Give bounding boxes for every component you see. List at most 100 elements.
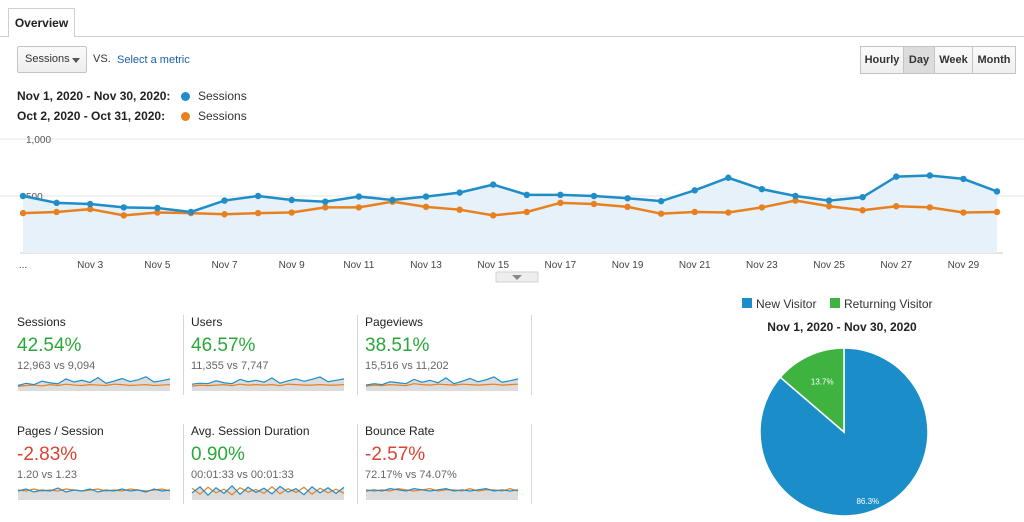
current-series-point (254, 192, 262, 200)
current-date-range: Nov 1, 2020 - Nov 30, 2020: (17, 89, 171, 103)
x-tick-label: ... (19, 260, 27, 271)
x-tick-label: Nov 25 (813, 260, 845, 271)
sparkline-area (192, 376, 344, 391)
current-series-point (322, 198, 329, 205)
kpi-change: -2.83% (17, 444, 78, 465)
kpi-tile[interactable]: Sessions 42.54% 12,963 vs 9,094 (17, 315, 95, 372)
x-tick-label: Nov 9 (279, 260, 306, 271)
previous-series-point (758, 204, 766, 211)
previous-series-point (422, 203, 430, 211)
x-tick-label: Nov 13 (410, 260, 442, 271)
sparkline-area (366, 488, 518, 500)
current-series-point (389, 196, 396, 204)
previous-series-point (53, 208, 60, 216)
current-series-point (926, 172, 934, 179)
sparkline-current (17, 487, 171, 493)
sparkline-current (191, 485, 345, 497)
previous-series-point (557, 199, 564, 207)
previous-series-point (456, 206, 463, 213)
previous-series-point (86, 205, 94, 213)
previous-series-point (221, 211, 228, 218)
kpi-tile[interactable]: Pageviews 38.51% 15,516 vs 11,202 (365, 315, 449, 372)
previous-series-label: Sessions (198, 109, 247, 123)
kpi-tile[interactable]: Avg. Session Duration 0.90% 00:01:33 vs 00… (191, 424, 310, 481)
previous-series-point (691, 208, 698, 216)
returning-visitor-swatch (830, 298, 840, 308)
sparkline-previous (191, 486, 345, 496)
kpi-sparkline (365, 376, 519, 391)
x-tick-label: Nov 27 (880, 260, 912, 271)
tab-overview[interactable]: Overview (8, 8, 75, 37)
kpi-tile[interactable]: Pages / Session -2.83% 1.20 vs 1.23 (17, 424, 104, 481)
sparkline-previous (191, 383, 345, 387)
current-series-point (624, 195, 631, 202)
x-tick-label: Nov 17 (545, 260, 577, 271)
previous-series-point (960, 209, 967, 216)
previous-series-point (355, 204, 363, 211)
kpi-tile[interactable]: Users 46.57% 11,355 vs 7,747 (191, 315, 268, 372)
current-series-point (53, 199, 60, 207)
pie-title: Nov 1, 2020 - Nov 30, 2020 (767, 320, 917, 334)
previous-series-point (825, 203, 833, 210)
current-series-point (792, 192, 799, 200)
kpi-separator (183, 315, 184, 395)
current-series-point (993, 188, 1001, 195)
sparkline-area (18, 376, 170, 391)
kpi-change: -2.57% (365, 444, 426, 465)
sparkline-previous (17, 488, 171, 492)
current-series-point (86, 200, 94, 208)
select-metric-link[interactable]: Select a metric (117, 54, 190, 66)
previous-series-point (490, 212, 497, 219)
sparkline-current (365, 376, 519, 386)
current-series-point (187, 208, 195, 216)
previous-series-point (288, 209, 295, 216)
sparkline-current (17, 376, 171, 387)
pie-slice-label: 13.7% (811, 378, 834, 387)
previous-series-point (254, 209, 262, 217)
x-tick-label: Nov 19 (612, 260, 644, 271)
kpi-tile[interactable]: Bounce Rate -2.57% 72.17% vs 74.07% (365, 424, 457, 481)
hourly-button[interactable]: Hourly (860, 46, 904, 74)
current-series-dot (181, 92, 190, 101)
current-series-point (725, 174, 732, 181)
kpi-sparkline (191, 485, 345, 500)
tab-bar-divider (0, 36, 1024, 37)
pie-slice-label: 86.3% (856, 497, 879, 506)
sparkline-previous (17, 383, 171, 387)
kpi-title: Pageviews (365, 315, 424, 329)
month-button[interactable]: Month (972, 46, 1016, 74)
metric-select[interactable]: Sessions (17, 46, 87, 73)
day-button[interactable]: Day (903, 46, 935, 74)
new-visitor-legend: New Visitor (756, 297, 817, 311)
x-tick-label: Nov 5 (144, 260, 171, 271)
current-series-point (221, 197, 228, 204)
current-series-point (288, 196, 295, 204)
vs-label: VS. (93, 53, 111, 65)
previous-series-point (19, 209, 27, 217)
returning-visitor-legend: Returning Visitor (844, 297, 933, 311)
current-series-point (960, 175, 967, 183)
current-series-point (657, 197, 665, 205)
current-series-label: Sessions (198, 89, 247, 103)
current-series-point (154, 204, 161, 212)
current-series-point (758, 185, 766, 193)
current-series-point (523, 191, 530, 199)
sparkline-area (192, 485, 344, 500)
week-button[interactable]: Week (934, 46, 973, 74)
kpi-separator (531, 424, 532, 504)
period-toggle-group: Hourly Day Week Month (860, 46, 1016, 74)
previous-series-point (859, 207, 866, 214)
kpi-sparkline (17, 376, 171, 391)
previous-date-range: Oct 2, 2020 - Oct 31, 2020: (17, 109, 166, 123)
kpi-title: Pages / Session (17, 424, 104, 438)
current-series-point (590, 192, 598, 200)
sparkline-current (191, 376, 345, 385)
kpi-comparison: 15,516 vs 11,202 (365, 360, 449, 372)
current-series-point (490, 181, 497, 188)
x-tick-label: Nov 15 (477, 260, 509, 271)
kpi-comparison: 11,355 vs 7,747 (191, 360, 269, 372)
kpi-comparison: 12,963 vs 9,094 (17, 360, 96, 372)
previous-series-point (590, 200, 598, 208)
x-tick-label: Nov 11 (343, 260, 374, 271)
previous-series-point (523, 208, 530, 216)
